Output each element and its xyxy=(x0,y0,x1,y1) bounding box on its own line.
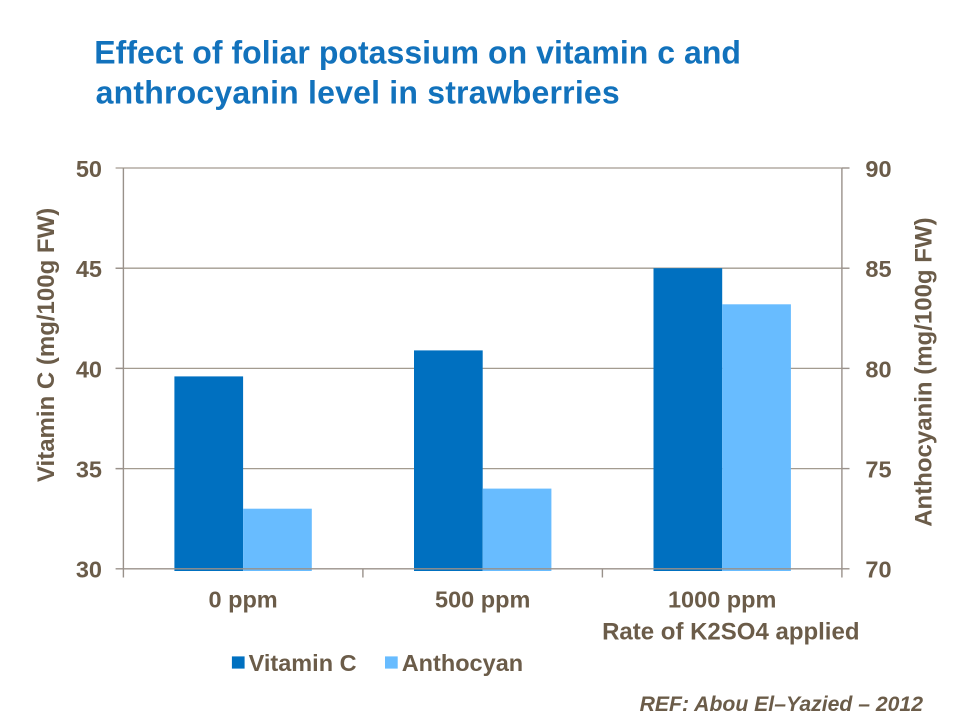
svg-text:45: 45 xyxy=(76,256,102,282)
svg-text:Anthocyanin (mg/100g FW): Anthocyanin (mg/100g FW) xyxy=(911,217,938,526)
svg-text:50: 50 xyxy=(76,156,102,182)
svg-text:40: 40 xyxy=(76,356,102,382)
svg-text:Rate of K2SO4 applied: Rate of K2SO4 applied xyxy=(602,618,859,645)
svg-text:85: 85 xyxy=(865,256,891,282)
svg-text:Vitamin C: Vitamin C xyxy=(249,650,357,676)
svg-text:75: 75 xyxy=(865,457,891,483)
svg-text:35: 35 xyxy=(76,457,102,483)
svg-text:REF: Abou El–Yazied – 2012: REF: Abou El–Yazied – 2012 xyxy=(640,693,924,716)
svg-text:70: 70 xyxy=(865,557,891,583)
svg-text:90: 90 xyxy=(865,156,891,182)
svg-text:Effect of foliar potassium on: Effect of foliar potassium on vitamin c … xyxy=(94,34,741,70)
svg-text:80: 80 xyxy=(865,356,891,382)
svg-text:30: 30 xyxy=(76,557,102,583)
svg-text:Vitamin C (mg/100g FW): Vitamin C (mg/100g FW) xyxy=(33,208,60,482)
svg-text:0 ppm: 0 ppm xyxy=(208,587,277,613)
svg-text:500 ppm: 500 ppm xyxy=(435,587,530,613)
svg-text:anthrocyanin level in strawber: anthrocyanin level in strawberries xyxy=(96,75,620,111)
svg-text:Anthocyan: Anthocyan xyxy=(402,650,523,676)
svg-text:1000 ppm: 1000 ppm xyxy=(668,587,776,613)
